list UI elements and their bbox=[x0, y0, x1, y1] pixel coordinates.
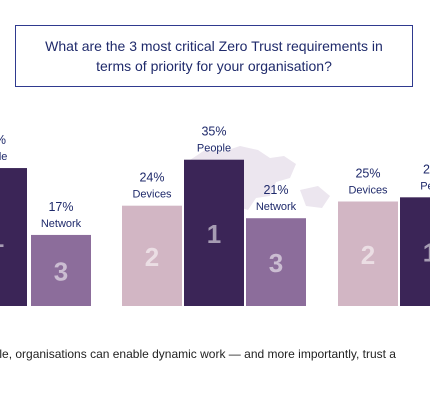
value-label: 17% bbox=[48, 200, 73, 214]
rank-number: 3 bbox=[54, 256, 68, 286]
rank-number: 1 bbox=[423, 238, 430, 268]
bar bbox=[400, 197, 430, 306]
rank-number: 1 bbox=[207, 219, 221, 249]
category-label: Peo bbox=[420, 180, 430, 192]
bar bbox=[338, 201, 398, 306]
category-label: Network bbox=[256, 201, 297, 213]
value-label: 24% bbox=[139, 171, 164, 185]
caption: ople, organisations can enable dynamic w… bbox=[0, 342, 430, 366]
rank-number: 2 bbox=[361, 240, 375, 270]
value-label: 21% bbox=[263, 183, 288, 197]
bar bbox=[246, 218, 306, 306]
value-label: 35% bbox=[201, 125, 226, 139]
question-text: What are the 3 most critical Zero Trust … bbox=[45, 38, 383, 74]
caption-text: ople, organisations can enable dynamic w… bbox=[0, 347, 396, 361]
value-label: 3% bbox=[0, 133, 6, 147]
bar bbox=[122, 205, 182, 306]
rank-number: 1 bbox=[0, 223, 4, 253]
value-label: 26 bbox=[423, 162, 430, 176]
bar bbox=[0, 168, 27, 306]
rank-number: 2 bbox=[145, 242, 159, 272]
category-label: Network bbox=[41, 218, 82, 230]
bar bbox=[31, 234, 91, 306]
question-box: What are the 3 most critical Zero Trust … bbox=[15, 25, 413, 87]
value-label: 25% bbox=[355, 167, 380, 181]
rank-number: 3 bbox=[269, 248, 283, 278]
category-label: Devices bbox=[132, 189, 172, 201]
category-label: ople bbox=[0, 151, 7, 163]
bar bbox=[184, 159, 244, 306]
category-label: Devices bbox=[348, 185, 388, 197]
map-island-icon bbox=[300, 186, 330, 208]
category-label: People bbox=[197, 143, 231, 155]
